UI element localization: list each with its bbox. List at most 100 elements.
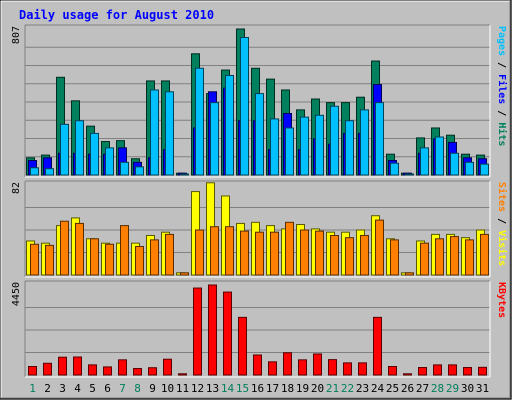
bar-kbytes-29: [448, 364, 457, 376]
bar-kbytes-27: [418, 367, 427, 376]
bar-kbytes-31: [478, 366, 487, 376]
x-tick-label-21: 21: [326, 382, 339, 395]
bar-kbytes-7: [118, 359, 127, 376]
bar-sites-1: [30, 243, 39, 276]
x-tick-label-19: 19: [296, 382, 309, 395]
x-tick-label-30: 30: [461, 382, 474, 395]
bar-sites-9: [150, 239, 159, 276]
bar-sites-15: [240, 230, 249, 276]
bar-pages-10: [165, 91, 174, 176]
bar-kbytes-3: [58, 356, 67, 376]
x-tick-label-20: 20: [311, 382, 324, 395]
bar-sites-28: [435, 238, 444, 276]
x-tick-label-28: 28: [431, 382, 444, 395]
x-tick-label-27: 27: [416, 382, 429, 395]
bar-pages-8: [135, 166, 144, 176]
bar-sites-18: [285, 221, 294, 276]
legend-kbytes: KBytes: [496, 282, 507, 318]
bar-kbytes-26: [403, 373, 412, 376]
bar-pages-11: [180, 173, 189, 176]
legend-hits: Hits: [496, 122, 508, 146]
bar-sites-4: [75, 222, 84, 276]
bar-pages-21: [330, 105, 339, 176]
bar-kbytes-17: [268, 361, 277, 376]
panel-visits-sites: 82 Sites / Visits: [11, 180, 508, 278]
legend-files: Files: [496, 74, 508, 104]
x-tick-label-4: 4: [74, 382, 81, 395]
bar-kbytes-11: [178, 373, 187, 376]
bar-kbytes-12: [193, 287, 202, 376]
x-tick-label-26: 26: [401, 382, 414, 395]
bar-pages-12: [195, 67, 204, 176]
bar-pages-29: [450, 152, 459, 176]
x-axis-labels: 1 2 3 4 5 6 7 8 9 10 11 12 13 14 15 16 17 18 19 20 21 22 23 24 2…: [29, 382, 489, 395]
bar-sites-17: [270, 231, 279, 276]
bar-pages-26: [405, 173, 414, 176]
x-tick-label-14: 14: [221, 382, 235, 395]
bar-pages-6: [105, 147, 114, 176]
series-pages: [30, 37, 489, 176]
bar-kbytes-22: [343, 362, 352, 376]
bar-sites-16: [255, 231, 264, 276]
bar-kbytes-2: [43, 362, 52, 376]
x-tick-label-12: 12: [191, 382, 204, 395]
bar-pages-9: [150, 89, 159, 176]
bar-pages-25: [390, 162, 399, 176]
x-tick-label-6: 6: [104, 382, 111, 395]
bar-pages-31: [480, 163, 489, 176]
bar-sites-31: [480, 233, 489, 276]
chart-panels: 807 Pages / Files / Hits 82 Sites / Visits 4…: [11, 24, 508, 378]
x-tick-label-10: 10: [161, 382, 174, 395]
bar-kbytes-19: [298, 359, 307, 376]
legend-separator: /: [496, 212, 507, 230]
bar-kbytes-18: [283, 352, 292, 376]
bar-pages-19: [300, 116, 309, 176]
bar-pages-23: [360, 109, 369, 176]
x-tick-label-16: 16: [251, 382, 264, 395]
x-tick-label-13: 13: [206, 382, 219, 395]
series-kbytes: [28, 284, 487, 376]
bar-pages-3: [60, 123, 69, 176]
bar-kbytes-14: [223, 291, 232, 376]
bar-pages-17: [270, 118, 279, 176]
x-tick-label-7: 7: [119, 382, 126, 395]
legend-pages: Pages: [496, 26, 507, 56]
bar-sites-5: [90, 238, 99, 276]
x-tick-label-1: 1: [29, 382, 36, 395]
bar-sites-27: [420, 242, 429, 276]
panel-max-label: 4450: [11, 282, 22, 306]
bar-sites-19: [300, 229, 309, 276]
bar-pages-22: [345, 120, 354, 176]
bar-pages-1: [30, 167, 39, 176]
bar-pages-7: [120, 161, 129, 176]
bar-sites-30: [465, 239, 474, 276]
bar-pages-28: [435, 136, 444, 176]
bar-kbytes-9: [148, 367, 157, 376]
x-tick-label-25: 25: [386, 382, 399, 395]
bar-sites-26: [405, 272, 414, 276]
x-tick-label-2: 2: [44, 382, 51, 395]
bar-sites-3: [60, 220, 69, 276]
bar-kbytes-6: [103, 366, 112, 376]
panel-hits-files-pages: 807 Pages / Files / Hits: [11, 24, 508, 178]
chart-title: Daily usage for August 2010: [19, 8, 214, 22]
legend-separator: /: [496, 56, 507, 74]
bar-kbytes-10: [163, 358, 172, 376]
panel-legend: Sites / Visits: [496, 182, 508, 266]
x-tick-label-8: 8: [134, 382, 141, 395]
bar-kbytes-15: [238, 316, 247, 376]
bar-pages-27: [420, 147, 429, 176]
bar-pages-14: [225, 74, 234, 176]
bar-sites-22: [345, 237, 354, 276]
bar-sites-10: [165, 233, 174, 276]
x-tick-label-15: 15: [236, 382, 249, 395]
bar-pages-15: [240, 37, 249, 176]
x-tick-label-3: 3: [59, 382, 66, 395]
panel-max-label: 82: [11, 182, 22, 194]
bar-kbytes-21: [328, 359, 337, 376]
panel-legend: Pages / Files / Hits: [496, 26, 508, 146]
bar-sites-20: [315, 230, 324, 276]
x-tick-label-11: 11: [176, 382, 189, 395]
